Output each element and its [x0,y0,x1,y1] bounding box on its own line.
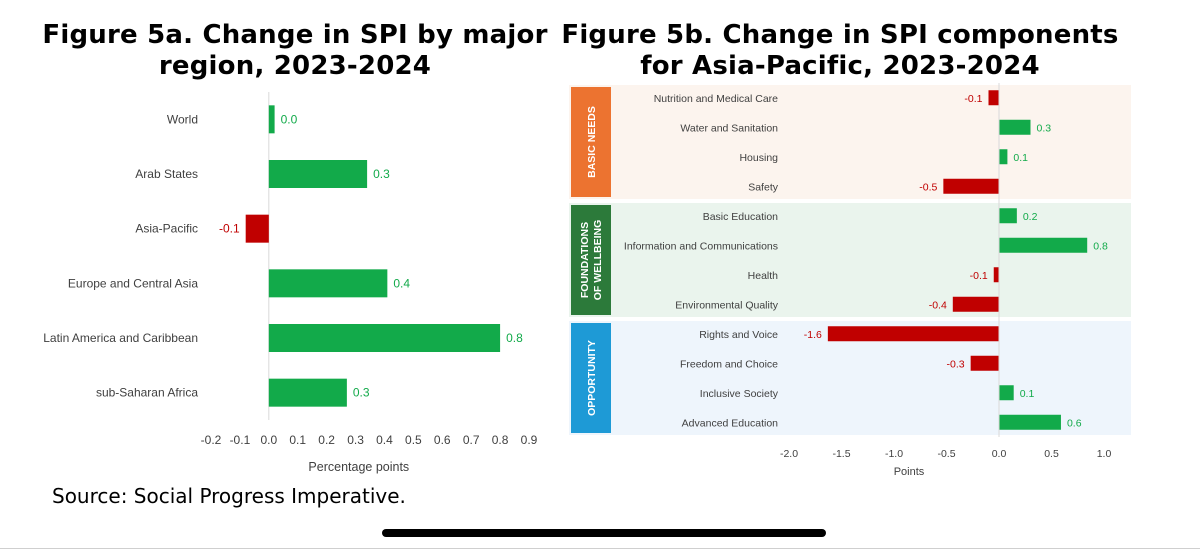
category-label: Rights and Voice [699,329,778,341]
bar [268,269,388,298]
data-label: 0.6 [1067,417,1082,429]
group-tab [571,205,611,315]
data-label: -0.1 [964,93,982,105]
bar [999,237,1088,253]
x-tick-label: -1.5 [832,448,850,460]
bar [999,208,1017,224]
data-label: -0.5 [919,181,937,193]
x-tick-label: 0.0 [260,433,277,447]
data-label: 0.3 [1037,122,1052,134]
bar [268,378,347,407]
data-label: 0.3 [373,167,390,181]
category-label: Information and Communications [624,240,778,252]
category-label: Water and Sanitation [680,122,778,134]
category-label: Inclusive Society [700,388,779,400]
category-label: Asia-Pacific [135,222,198,236]
group-panel [569,85,1131,199]
figure-5b-chart: BASIC NEEDS Nutrition and Medical Care -0.… [569,83,1131,478]
x-tick-label: -2.0 [780,448,798,460]
category-label: Freedom and Choice [680,358,778,370]
data-label: 0.4 [393,276,410,290]
data-label: -1.6 [804,329,822,341]
data-label: -0.1 [219,222,240,236]
x-tick-label: 0.1 [289,433,306,447]
x-tick-label: 0.9 [521,433,538,447]
bar [245,214,269,243]
group-tab [571,87,611,197]
data-label: 0.8 [1093,240,1108,252]
category-label: Arab States [135,167,198,181]
bar [970,355,999,371]
bar [999,414,1061,430]
data-label: 0.1 [1020,388,1035,400]
x-tick-label: -0.1 [230,433,251,447]
category-label: Housing [739,152,778,164]
x-tick-label: 0.6 [434,433,451,447]
group-panel [569,203,1131,317]
x-tick-label: 0.5 [405,433,422,447]
category-label: Latin America and Caribbean [43,331,198,345]
category-label: Safety [748,181,779,193]
group-label: OPPORTUNITY [586,340,598,416]
x-tick-label: 0.5 [1044,448,1059,460]
bar [999,385,1014,401]
figure-5a-title: Figure 5a. Change in SPI by major region… [42,20,548,81]
x-tick-label: -1.0 [885,448,903,460]
x-tick-label: 0.4 [376,433,393,447]
data-label: 0.2 [1023,211,1038,223]
category-label: Europe and Central Asia [68,276,198,290]
x-axis-title: Points [894,466,925,478]
figure-5b-title: Figure 5b. Change in SPI components for … [561,20,1119,81]
category-label: Environmental Quality [675,299,778,311]
figure-5a-chart: World 0.0 Arab States 0.3 Asia-Pacific -0.1 Eu… [43,92,538,474]
x-tick-label: -0.5 [937,448,955,460]
category-label: Advanced Education [682,417,778,429]
x-tick-label: 0.0 [992,448,1007,460]
x-tick-label: 0.8 [492,433,509,447]
group-label: FOUNDATIONSOF WELLBEING [579,220,604,301]
x-tick-label: 0.2 [318,433,335,447]
category-label: World [167,112,198,126]
bottom-divider [0,548,1200,549]
category-label: Basic Education [703,211,778,223]
bar [268,160,368,188]
bar [827,326,999,342]
category-label: Health [748,270,779,282]
bar [988,90,999,106]
bar [268,324,501,352]
bar [993,267,999,283]
data-label: -0.1 [970,270,988,282]
bar [268,105,275,134]
group-tab [571,323,611,433]
x-tick-label: -0.2 [201,433,222,447]
bar [999,119,1031,135]
x-axis-title: Percentage points [308,460,409,474]
category-label: Nutrition and Medical Care [654,93,778,105]
data-label: -0.3 [947,358,965,370]
source-note: Source: Social Progress Imperative. [52,484,406,508]
category-label: sub-Saharan Africa [96,386,198,400]
x-tick-label: 0.7 [463,433,480,447]
data-label: -0.4 [929,299,947,311]
x-tick-label: 0.3 [347,433,364,447]
group-label: BASIC NEEDS [586,106,598,178]
data-label: 0.3 [353,386,370,400]
bar [943,178,999,194]
data-label: 0.0 [281,112,298,126]
data-label: 0.8 [506,331,523,345]
bar [952,296,999,312]
data-label: 0.1 [1013,152,1028,164]
home-indicator[interactable] [382,529,826,537]
bar [999,149,1008,165]
x-tick-label: 1.0 [1097,448,1112,460]
